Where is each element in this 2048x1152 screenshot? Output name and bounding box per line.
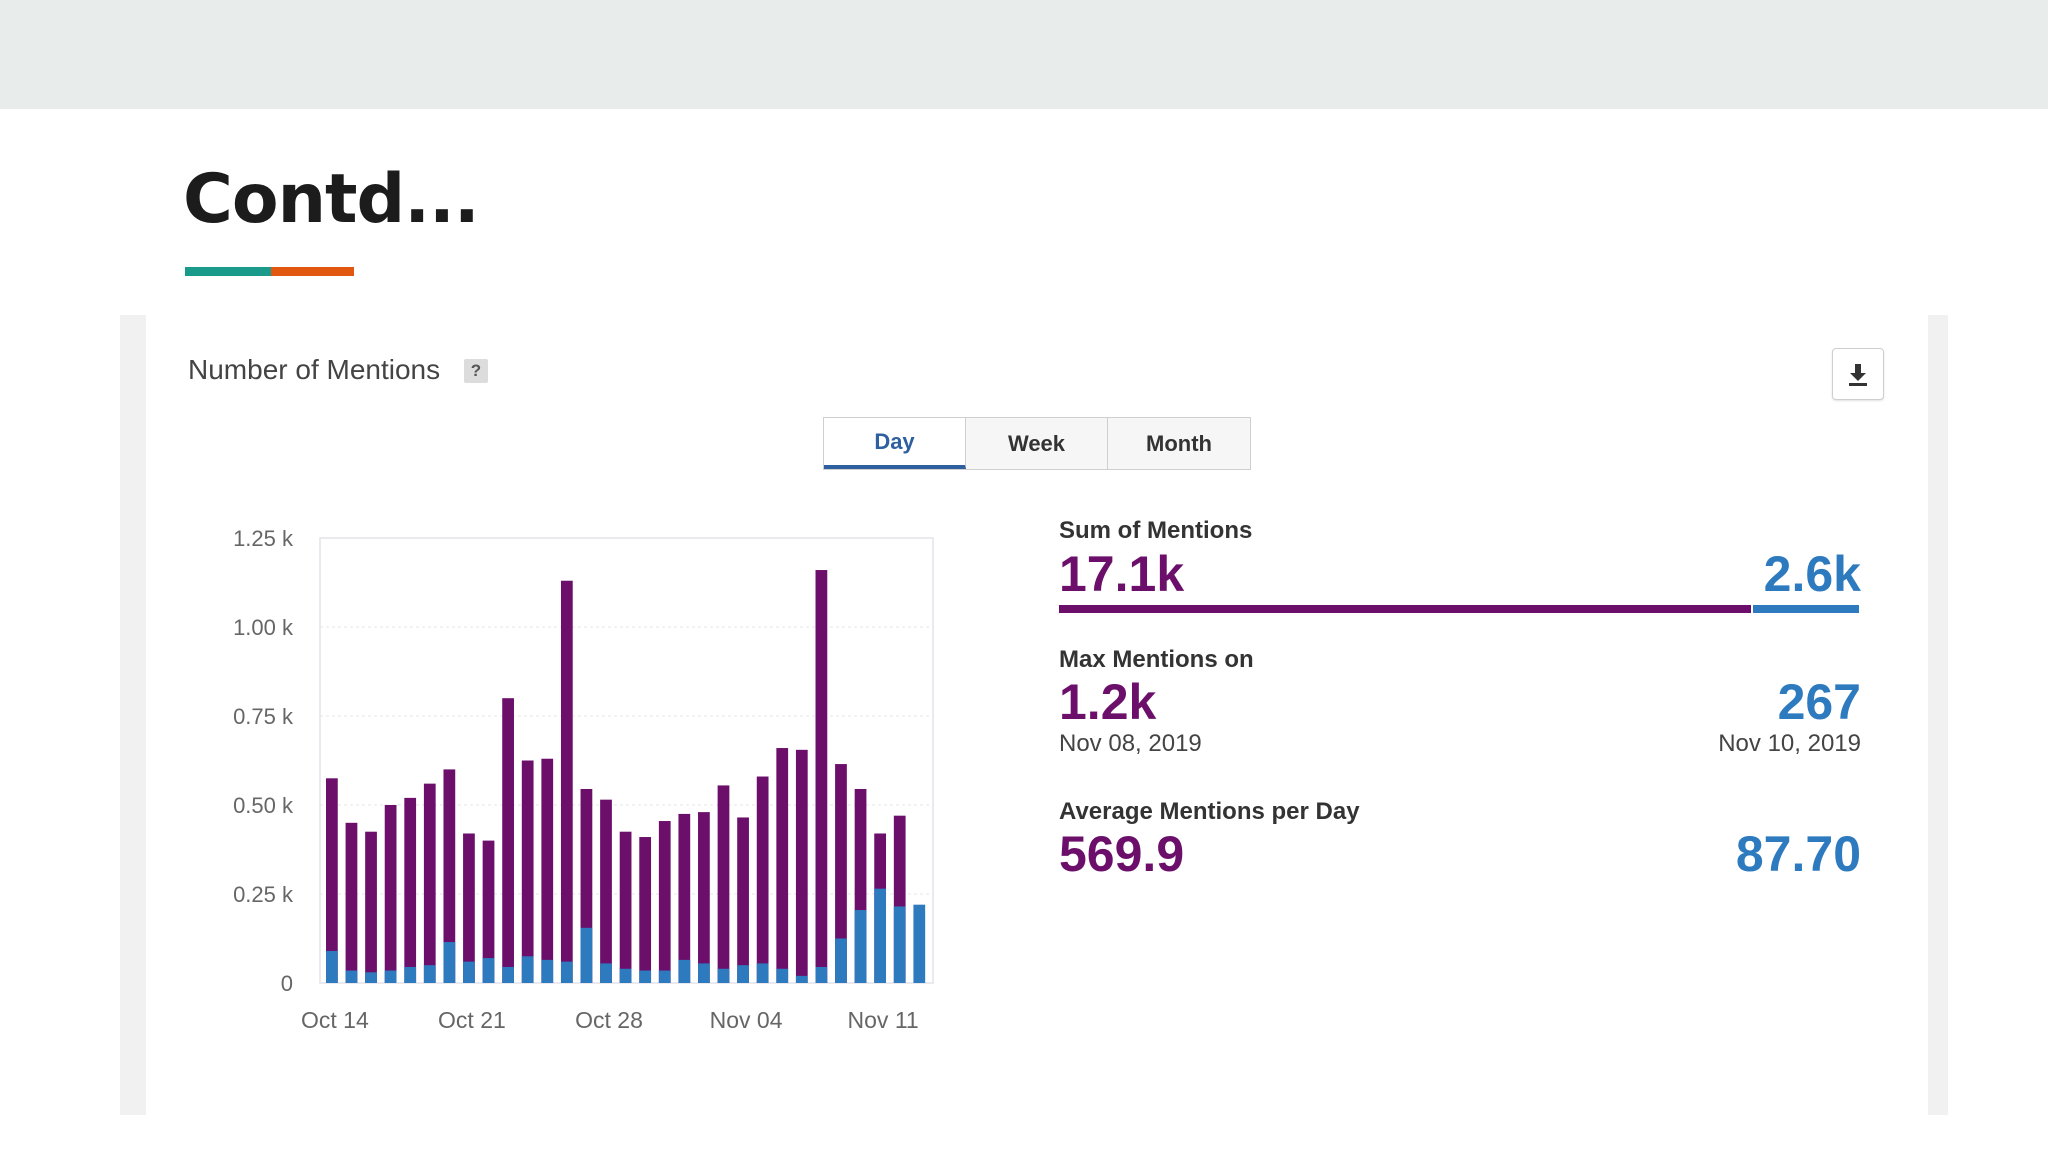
bar-primary [326,778,338,983]
download-icon [1849,364,1867,386]
avg-mentions-secondary: 87.70 [1735,826,1861,882]
bar-secondary [502,966,514,983]
mentions-bar-chart: 0 0.25 k 0.50 k 0.75 k 1.00 k 1.25 k Oct 14 Oct… [233,526,934,1033]
help-icon[interactable]: ? [464,359,488,383]
bar-primary [502,698,514,983]
bar-secondary [619,968,632,983]
y-tick-label: 0.75 k [233,704,294,729]
widget-title: Number of Mentions [188,354,441,385]
bar-secondary [365,972,377,983]
bar-primary [776,748,789,983]
slide-title: Contd... [183,160,480,239]
bar-primary [365,831,377,983]
sum-share-bar-primary [1059,605,1752,613]
bar-primary [639,837,652,983]
bar-secondary [443,942,456,983]
y-tick-label: 1.25 k [233,526,294,551]
bar-secondary [874,888,887,983]
bar-primary [893,815,906,983]
bar-primary [815,570,828,983]
tab-week[interactable]: Week [966,418,1108,469]
max-mentions-primary: 1.2k [1059,674,1157,730]
bar-secondary [463,961,475,983]
bar-primary [756,776,769,983]
bar-secondary [580,927,593,983]
bar-secondary [560,961,573,983]
x-tick-label: Oct 28 [575,1007,643,1033]
title-accent-orange [271,267,354,276]
bar-secondary [795,975,808,983]
bar-primary [717,785,730,983]
tab-month[interactable]: Month [1108,418,1250,469]
x-tick-label: Oct 14 [301,1007,369,1033]
bar-secondary [756,963,769,983]
bar-secondary [404,966,417,983]
bar-secondary [600,963,612,983]
bar-secondary [482,958,495,983]
x-tick-label: Oct 21 [438,1007,506,1033]
bar-primary [345,822,358,983]
bar-secondary [345,970,358,983]
granularity-toggle: Day Week Month [823,417,1251,470]
slide-top-band [0,0,2048,109]
bar-primary [423,783,436,983]
bar-secondary [521,956,534,983]
bar-secondary [698,963,710,983]
bar-secondary [835,938,847,983]
bar-secondary [815,966,828,983]
bar-primary [854,788,867,983]
max-mentions-primary-date: Nov 08, 2019 [1059,730,1202,757]
bar-secondary [776,968,789,983]
bar-primary [482,840,495,983]
sum-mentions-primary: 17.1k [1059,546,1185,602]
bar-secondary [658,970,671,983]
sum-mentions-label: Sum of Mentions [1059,517,1253,544]
bar-secondary [423,965,436,983]
bar-primary [698,812,710,983]
bar-secondary [639,970,652,983]
y-tick-label: 1.00 k [233,615,294,640]
bar-secondary [893,906,906,983]
sum-share-bar-secondary [1753,605,1859,613]
panel-border-right [1928,315,1948,1115]
bar-primary [443,769,456,983]
bar-primary [404,797,417,983]
bar-primary [541,758,554,983]
bar-primary [384,805,397,983]
avg-mentions-label: Average Mentions per Day [1059,798,1360,825]
max-mentions-secondary: 267 [1777,674,1861,730]
bar-primary [619,831,632,983]
download-button[interactable] [1832,348,1884,400]
sum-mentions-secondary: 2.6k [1763,546,1861,602]
y-tick-label: 0 [281,971,293,996]
bar-primary [737,817,749,983]
bar-primary [463,833,475,983]
bar-secondary [678,959,691,983]
max-mentions-secondary-date: Nov 10, 2019 [1718,730,1861,757]
x-tick-label: Nov 04 [710,1007,783,1033]
max-mentions-label: Max Mentions on [1059,646,1254,673]
tab-day[interactable]: Day [824,418,966,469]
bar-secondary [737,965,749,983]
bar-secondary [541,959,554,983]
avg-mentions-primary: 569.9 [1059,826,1185,882]
bar-secondary [326,950,338,983]
panel-border-left [120,315,146,1115]
bar-secondary [913,904,926,983]
bar-primary [521,760,534,983]
bar-primary [835,764,847,983]
bar-secondary [384,970,397,983]
bar-primary [795,749,808,983]
bar-primary [678,813,691,983]
title-accent-teal [185,267,271,276]
bar-secondary [854,910,867,983]
y-tick-label: 0.25 k [233,882,294,907]
bar-primary [658,821,671,983]
y-tick-label: 0.50 k [233,793,294,818]
bar-primary [560,580,573,983]
bar-primary [600,799,612,983]
bar-secondary [717,968,730,983]
x-tick-label: Nov 11 [848,1007,919,1033]
bar-primary [580,788,593,983]
